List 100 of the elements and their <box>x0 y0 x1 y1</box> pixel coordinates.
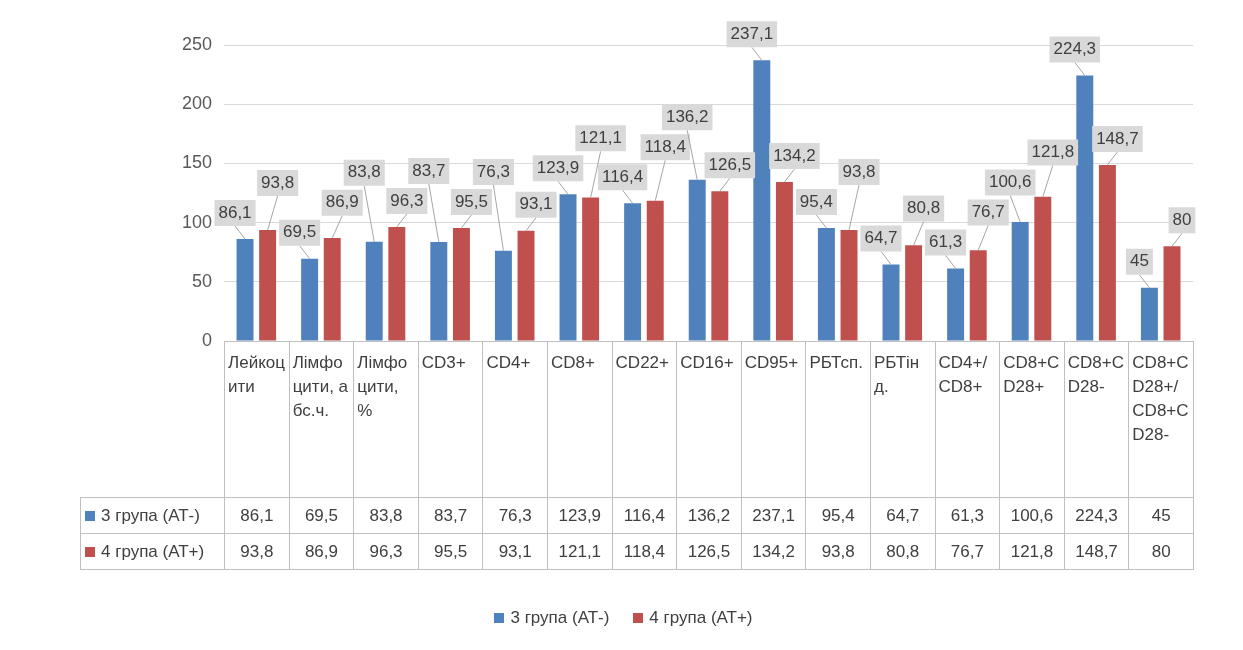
x-tick-label: CD22+ <box>612 341 677 498</box>
bar <box>969 250 987 341</box>
text: 96,3 <box>390 190 424 210</box>
data-label: 224,3 <box>1064 497 1129 534</box>
bar <box>301 258 319 341</box>
text: 61,3 <box>929 232 963 252</box>
text: 237,1 <box>730 23 774 43</box>
bar <box>323 238 341 341</box>
bar <box>365 241 383 341</box>
text: 224,3 <box>1053 39 1097 59</box>
bar <box>582 197 600 341</box>
text: 80,8 <box>907 198 941 218</box>
text: 4 група (АТ+) <box>649 608 753 627</box>
bar <box>947 268 965 341</box>
bar <box>494 250 512 341</box>
data-label: 126,5 <box>676 533 742 570</box>
text: 118,4 <box>644 136 686 156</box>
text: 121,8 <box>1031 142 1075 162</box>
bar <box>1011 221 1029 341</box>
x-tick-label: CD4+/CD8+ <box>935 341 1000 498</box>
data-label: 148,7 <box>1064 533 1129 570</box>
text: 136,2 <box>665 106 709 126</box>
x-tick-label: РБТінд. <box>870 341 936 498</box>
bar <box>840 229 858 341</box>
legend-label: 3 група (АТ-) <box>80 497 225 534</box>
data-label: 95,4 <box>805 497 871 534</box>
data-label: 69,5 <box>289 497 354 534</box>
data-label: 237,1 <box>741 497 806 534</box>
text: 86,9 <box>325 192 359 212</box>
data-label: 121,1 <box>547 533 613 570</box>
text: 93,1 <box>519 194 553 214</box>
text: 64,7 <box>864 228 898 248</box>
data-label: 86,9 <box>289 533 354 570</box>
data-label: 118,4 <box>612 533 677 570</box>
bar <box>1140 287 1158 341</box>
y-tick-label: 200 <box>181 93 213 114</box>
x-tick-label: CD95+ <box>741 341 806 498</box>
bar <box>1163 246 1181 341</box>
x-tick-label: Лімфоцити, % <box>353 341 419 498</box>
data-label: 86,1 <box>224 497 290 534</box>
data-label: 134,2 <box>741 533 806 570</box>
text: 95,4 <box>799 191 833 211</box>
bar <box>452 227 470 341</box>
bar <box>688 179 706 341</box>
data-label: 136,2 <box>676 497 742 534</box>
x-tick-label: CD8+CD28+ <box>999 341 1065 498</box>
bar <box>1076 75 1094 341</box>
text: 134,2 <box>773 145 816 165</box>
text: 95,5 <box>454 191 488 211</box>
x-tick-label: РБТсп. <box>805 341 871 498</box>
bar <box>559 194 577 341</box>
bar <box>624 203 642 341</box>
data-label: 45 <box>1128 497 1194 534</box>
text: 93,8 <box>261 172 295 192</box>
data-label: 83,8 <box>353 497 419 534</box>
data-label: 100,6 <box>999 497 1065 534</box>
bar <box>775 182 793 341</box>
bar <box>1034 196 1052 341</box>
data-label: 80 <box>1128 533 1194 570</box>
x-tick-label: Лімфоцити, абс.ч. <box>289 341 354 498</box>
text: 121,1 <box>579 127 622 147</box>
bar <box>711 191 729 341</box>
x-tick-label: Лейкоцити <box>224 341 290 498</box>
y-tick-label: 250 <box>181 33 213 54</box>
x-tick-label: CD16+ <box>676 341 742 498</box>
text: 116,4 <box>601 166 644 186</box>
bar <box>236 239 254 341</box>
text: 83,8 <box>347 162 381 182</box>
y-tick-label: 0 <box>202 329 213 350</box>
data-label: 121,8 <box>999 533 1065 570</box>
text: 76,7 <box>971 202 1005 222</box>
data-label: 93,8 <box>805 533 871 570</box>
text: 93,8 <box>842 161 876 181</box>
text: 126,5 <box>708 154 752 174</box>
x-tick-label: CD8+ <box>547 341 613 498</box>
data-label: 93,8 <box>224 533 290 570</box>
data-label: 76,7 <box>935 533 1000 570</box>
x-tick-label: CD4+ <box>482 341 548 498</box>
bar <box>259 229 277 341</box>
data-label: 64,7 <box>870 497 936 534</box>
data-label: 61,3 <box>935 497 1000 534</box>
data-label: 116,4 <box>612 497 677 534</box>
text: 100,6 <box>988 172 1032 192</box>
y-tick-label: 100 <box>181 211 213 232</box>
bar <box>753 60 771 341</box>
text: 45 <box>1129 251 1149 271</box>
y-tick-label: 150 <box>181 152 213 173</box>
x-tick-label: CD8+CD28- <box>1064 341 1129 498</box>
x-tick-label: CD3+ <box>418 341 483 498</box>
bar <box>817 228 835 341</box>
bar <box>517 230 535 341</box>
data-label: 96,3 <box>353 533 419 570</box>
legend-label: 4 група (АТ+) <box>80 533 225 570</box>
data-label: 95,5 <box>418 533 483 570</box>
text: 123,9 <box>536 157 580 177</box>
text: 76,3 <box>476 161 510 181</box>
y-tick-label: 50 <box>192 270 213 291</box>
data-label: 83,7 <box>418 497 483 534</box>
data-label: 80,8 <box>870 533 936 570</box>
bar <box>882 264 900 341</box>
